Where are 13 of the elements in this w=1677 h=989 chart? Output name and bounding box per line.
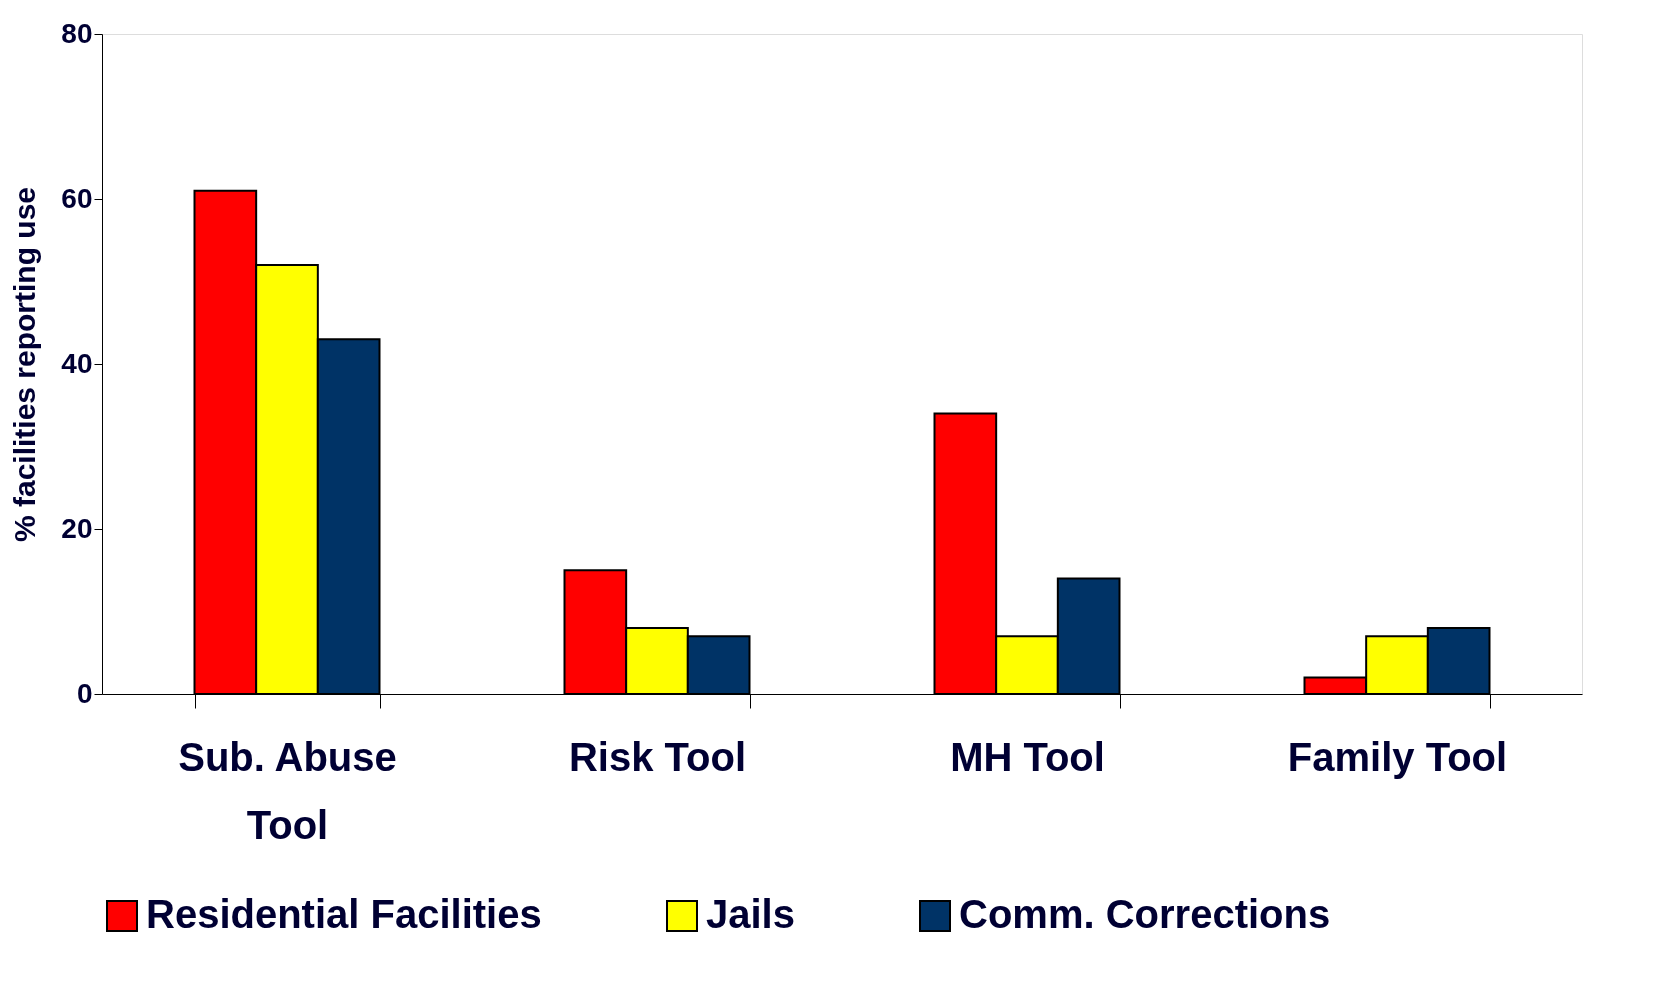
y-axis-title: % facilities reporting use [8, 186, 42, 543]
y-tick-label: 60 [61, 182, 93, 214]
legend-label: Comm. Corrections [959, 892, 1331, 936]
y-tick-label: 20 [61, 512, 93, 544]
x-tick-label: Risk Tool [568, 734, 747, 779]
x-tick-label: Sub. Abuse Tool [178, 734, 397, 847]
legend-label: Residential Facilities [146, 892, 542, 936]
y-tick-label: 0 [76, 677, 93, 709]
y-tick-label: 40 [61, 347, 93, 379]
legend-label: Jails [706, 892, 795, 936]
y-tick-label: 80 [61, 17, 93, 49]
x-tick-label: Family Tool [1287, 734, 1508, 779]
x-tick-label: MH Tool [950, 734, 1105, 779]
